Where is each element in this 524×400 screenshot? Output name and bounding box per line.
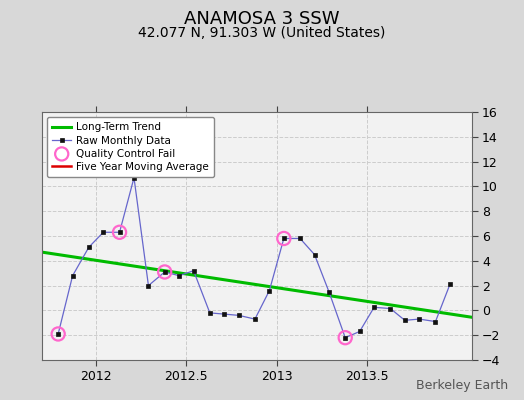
Text: ANAMOSA 3 SSW: ANAMOSA 3 SSW: [184, 10, 340, 28]
Raw Monthly Data: [297, 236, 303, 241]
Quality Control Fail: [160, 269, 169, 275]
Raw Monthly Data: [190, 268, 196, 273]
Raw Monthly Data: [342, 335, 348, 340]
Raw Monthly Data: [252, 317, 258, 322]
Raw Monthly Data: [176, 273, 182, 278]
Raw Monthly Data: [86, 245, 92, 250]
Raw Monthly Data: [206, 310, 213, 315]
Raw Monthly Data: [356, 329, 363, 334]
Raw Monthly Data: [402, 318, 408, 323]
Raw Monthly Data: [70, 273, 76, 278]
Quality Control Fail: [115, 229, 124, 236]
Raw Monthly Data: [266, 288, 272, 293]
Raw Monthly Data: [221, 312, 227, 316]
Quality Control Fail: [54, 331, 62, 337]
Quality Control Fail: [341, 334, 350, 341]
Raw Monthly Data: [326, 290, 332, 294]
Line: Raw Monthly Data: Raw Monthly Data: [56, 176, 452, 340]
Raw Monthly Data: [432, 319, 439, 324]
Raw Monthly Data: [116, 230, 123, 235]
Raw Monthly Data: [387, 306, 394, 311]
Raw Monthly Data: [371, 305, 377, 310]
Raw Monthly Data: [131, 175, 137, 180]
Raw Monthly Data: [311, 252, 318, 257]
Raw Monthly Data: [145, 283, 151, 288]
Raw Monthly Data: [416, 317, 422, 322]
Raw Monthly Data: [281, 236, 287, 241]
Quality Control Fail: [280, 235, 288, 242]
Raw Monthly Data: [100, 230, 106, 235]
Raw Monthly Data: [161, 270, 168, 274]
Legend: Long-Term Trend, Raw Monthly Data, Quality Control Fail, Five Year Moving Averag: Long-Term Trend, Raw Monthly Data, Quali…: [47, 117, 214, 177]
Raw Monthly Data: [447, 282, 453, 287]
Raw Monthly Data: [55, 332, 61, 336]
Raw Monthly Data: [236, 313, 242, 318]
Text: Berkeley Earth: Berkeley Earth: [416, 379, 508, 392]
Text: 42.077 N, 91.303 W (United States): 42.077 N, 91.303 W (United States): [138, 26, 386, 40]
